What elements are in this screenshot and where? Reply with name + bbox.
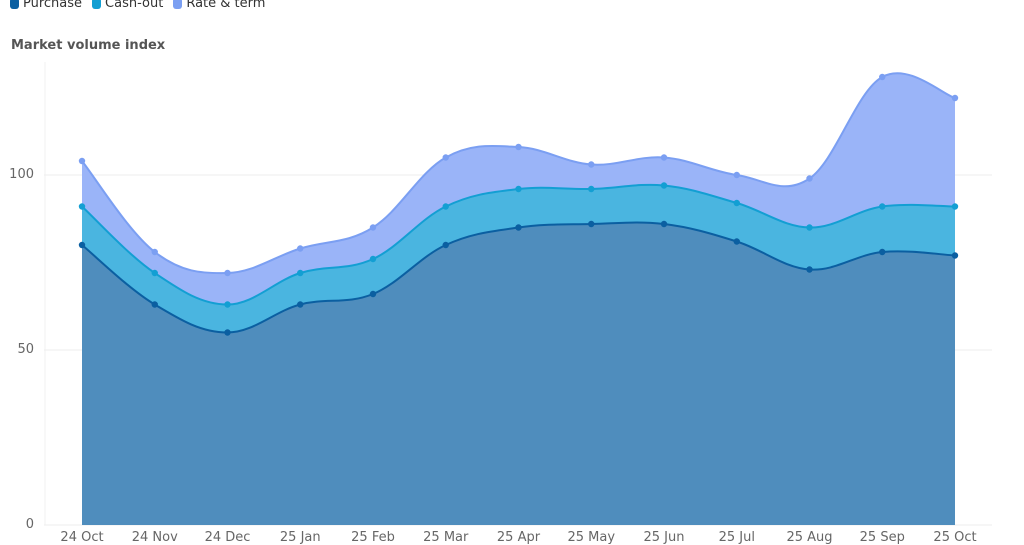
data-point[interactable] <box>297 245 304 252</box>
data-point[interactable] <box>951 203 959 210</box>
y-tick-0: 0 <box>25 517 34 532</box>
data-point[interactable] <box>515 185 522 193</box>
data-point[interactable] <box>78 203 86 210</box>
data-point[interactable] <box>369 224 377 231</box>
data-point[interactable] <box>151 269 158 277</box>
data-point[interactable] <box>297 269 304 277</box>
area-purchase[interactable] <box>81 221 956 525</box>
data-point[interactable] <box>78 157 86 165</box>
data-point[interactable] <box>224 301 231 308</box>
data-point[interactable] <box>442 203 449 210</box>
data-point[interactable] <box>879 73 886 81</box>
data-point[interactable] <box>879 203 886 210</box>
cash-out-swatch-icon <box>92 0 102 9</box>
legend-label: Cash-out <box>105 0 164 11</box>
data-point[interactable] <box>806 224 813 231</box>
data-point[interactable] <box>224 329 231 336</box>
y-tick-100: 100 <box>9 167 34 182</box>
data-point[interactable] <box>442 154 449 161</box>
legend-item-rate-term[interactable]: Rate & term <box>173 0 265 11</box>
data-point[interactable] <box>660 182 668 189</box>
data-point[interactable] <box>588 185 595 193</box>
data-point[interactable] <box>951 252 959 259</box>
legend-label: Rate & term <box>186 0 266 11</box>
data-point[interactable] <box>806 266 813 273</box>
legend-label: Purchase <box>23 0 83 11</box>
data-point[interactable] <box>879 248 886 256</box>
data-point[interactable] <box>588 220 595 228</box>
rate-term-swatch-icon <box>173 0 183 9</box>
purchase-swatch-icon <box>10 0 19 9</box>
legend: Purchase Cash-out Rate & term <box>10 0 265 12</box>
data-point[interactable] <box>951 94 959 102</box>
chart-title: Market volume index <box>11 38 166 53</box>
data-point[interactable] <box>733 199 740 207</box>
data-point[interactable] <box>151 301 158 308</box>
data-point[interactable] <box>297 301 304 308</box>
data-point[interactable] <box>660 220 668 228</box>
data-point[interactable] <box>78 241 86 249</box>
data-point[interactable] <box>733 238 740 245</box>
data-points[interactable] <box>78 73 959 336</box>
legend-item-purchase[interactable]: Purchase <box>10 0 82 11</box>
y-tick-50: 50 <box>17 342 34 357</box>
data-point[interactable] <box>515 143 522 151</box>
data-point[interactable] <box>515 224 522 231</box>
data-point[interactable] <box>442 241 449 249</box>
data-point[interactable] <box>369 255 377 263</box>
data-point[interactable] <box>224 269 231 277</box>
data-point[interactable] <box>369 290 377 298</box>
data-point[interactable] <box>151 248 158 256</box>
data-point[interactable] <box>588 161 595 168</box>
data-point[interactable] <box>806 175 813 182</box>
data-point[interactable] <box>733 171 740 179</box>
data-point[interactable] <box>660 154 668 161</box>
legend-item-cash-out[interactable]: Cash-out <box>92 0 163 11</box>
